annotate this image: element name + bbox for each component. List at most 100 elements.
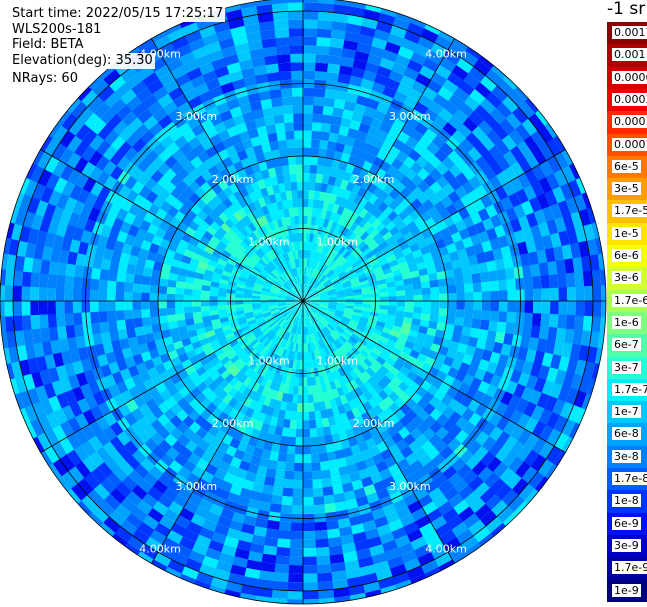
ppi-cell (341, 277, 350, 284)
ppi-cell (435, 64, 453, 80)
ppi-cell (450, 211, 463, 225)
ppi-cell (305, 284, 310, 294)
ppi-cell (532, 276, 542, 290)
ppi-cell (399, 225, 411, 237)
ppi-cell (314, 323, 321, 332)
ppi-cell (496, 171, 511, 187)
ppi-cell (171, 333, 182, 344)
ppi-cell (332, 107, 345, 118)
ppi-cell (252, 309, 262, 315)
ppi-cell (37, 414, 53, 433)
ppi-cell (490, 500, 508, 518)
ppi-cell (223, 207, 234, 219)
ppi-cell (447, 472, 463, 488)
ppi-cell (469, 263, 480, 275)
ppi-cell (431, 453, 446, 468)
ppi-cell (289, 289, 297, 296)
ppi-cell (292, 479, 303, 489)
ppi-cell (347, 360, 357, 371)
ppi-cell (277, 318, 285, 326)
ppi-cell (224, 218, 235, 229)
ppi-cell (244, 311, 254, 317)
ppi-cell (367, 397, 379, 409)
ppi-cell (153, 34, 173, 50)
ppi-cell (150, 374, 163, 387)
ppi-cell (234, 370, 244, 381)
ppi-cell (413, 301, 423, 308)
ppi-cell (255, 280, 265, 286)
ppi-cell (282, 311, 290, 318)
ppi-cell (76, 397, 91, 414)
ppi-cell (457, 506, 475, 523)
ppi-cell (185, 275, 195, 284)
ppi-cell (131, 101, 149, 118)
ppi-cell (488, 426, 504, 443)
ppi-cell (262, 349, 271, 359)
ppi-cell (175, 306, 185, 315)
ppi-cell (328, 46, 344, 57)
ppi-cell (224, 245, 235, 255)
ppi-cell (347, 324, 357, 332)
ppi-cell (325, 149, 336, 160)
colorbar-tick-label: 6e-6 (612, 249, 641, 262)
ppi-cell (275, 417, 285, 428)
ppi-cell (83, 471, 101, 490)
ppi-cell (518, 215, 531, 231)
ppi-cell (106, 290, 116, 301)
ppi-cell (351, 531, 367, 544)
ppi-cell (245, 314, 255, 320)
ppi-cell (358, 383, 369, 395)
ppi-cell (285, 358, 291, 368)
ppi-cell (334, 501, 348, 512)
ppi-cell (278, 293, 287, 297)
ppi-cell (437, 479, 454, 495)
ppi-cell (448, 42, 467, 59)
ppi-cell (323, 503, 337, 514)
ppi-cell (375, 460, 389, 473)
ppi-cell (124, 146, 139, 162)
ppi-cell (296, 173, 304, 182)
ppi-cell (53, 176, 68, 194)
ppi-cell (151, 323, 162, 333)
ppi-cell (528, 113, 546, 132)
ppi-cell (388, 352, 399, 362)
ppi-cell (273, 282, 282, 289)
ppi-cell (422, 294, 431, 302)
ppi-cell (356, 42, 373, 55)
ppi-cell (324, 355, 331, 365)
ppi-cell (132, 300, 142, 310)
ppi-cell (333, 329, 341, 338)
ppi-cell (148, 121, 165, 137)
ppi-cell (276, 131, 287, 141)
ppi-cell (207, 240, 218, 250)
ppi-cell (461, 180, 476, 195)
ppi-cell (388, 334, 399, 343)
ppi-cell (392, 498, 408, 512)
ppi-cell (59, 453, 76, 472)
ppi-cell (201, 279, 212, 287)
ppi-cell (404, 283, 414, 291)
ppi-cell (287, 573, 303, 583)
ppi-cell (151, 355, 163, 367)
ppi-cell (394, 315, 405, 323)
ppi-cell (336, 134, 348, 145)
ppi-cell (133, 273, 144, 285)
ppi-cell (38, 299, 48, 315)
ppi-cell (317, 309, 326, 315)
ppi-cell (260, 367, 269, 377)
ppi-cell (340, 248, 349, 257)
ppi-cell (401, 346, 413, 356)
ppi-cell (149, 292, 159, 301)
ppi-cell (263, 266, 272, 275)
ppi-cell (294, 215, 300, 225)
ppi-cell (430, 249, 442, 260)
ppi-cell (341, 482, 354, 493)
ppi-cell (358, 319, 368, 326)
ppi-cell (316, 165, 325, 175)
ppi-cell (299, 275, 302, 285)
azimuth-spoke (302, 300, 566, 453)
ppi-cell (292, 488, 303, 498)
ppi-cell (261, 142, 272, 153)
ppi-cell (50, 338, 62, 355)
ppi-cell (332, 241, 341, 252)
